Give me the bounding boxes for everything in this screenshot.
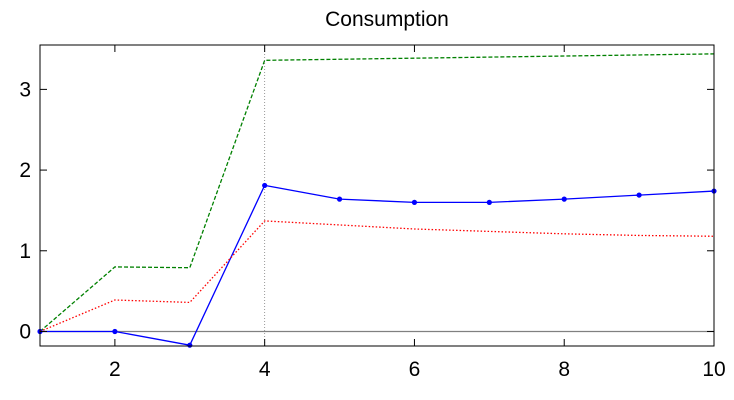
- series-1-point-5: [411, 199, 418, 205]
- y-tick-label-0: 0: [19, 320, 31, 343]
- x-tick-label-6: 6: [409, 358, 421, 381]
- series-1-point-6: [486, 199, 492, 205]
- y-tick-label-1: 1: [19, 240, 31, 263]
- chart-title: Consumption: [325, 8, 449, 31]
- series-1-point-4: [336, 196, 343, 202]
- x-tick-label-8: 8: [558, 358, 570, 381]
- series-1-point-8: [636, 192, 642, 198]
- x-tick-label-10: 10: [702, 358, 725, 381]
- plot-frame: [39, 44, 715, 347]
- x-tick-label-2: 2: [109, 358, 121, 381]
- series-1-point-2: [187, 342, 193, 348]
- series-1-point-1: [112, 328, 118, 335]
- series-line-1: [40, 184, 715, 346]
- y-tick-label-2: 2: [19, 159, 31, 182]
- series-line-2: [39, 220, 715, 333]
- plot-area: 2 4 6 8 10 0 1 2 3: [19, 44, 726, 381]
- series-line-0: [39, 53, 715, 332]
- series-1-point-3: [262, 182, 268, 189]
- x-tick-label-4: 4: [259, 358, 271, 381]
- series-1-point-7: [561, 196, 567, 202]
- y-tick-label-3: 3: [19, 78, 31, 101]
